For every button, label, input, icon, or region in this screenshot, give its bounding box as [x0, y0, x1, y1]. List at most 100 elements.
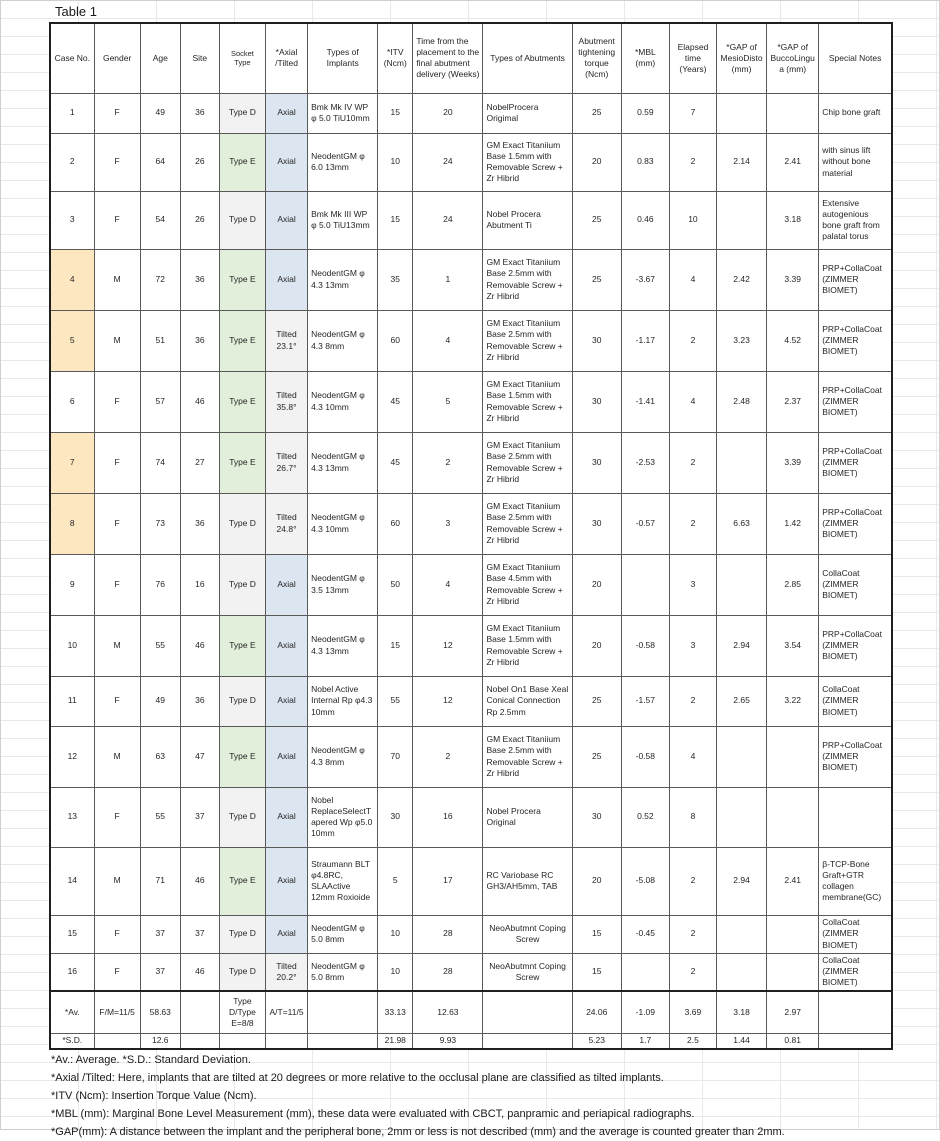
col-header-gap-mesiodisto: *GAP of MesioDisto (mm): [715, 22, 768, 94]
cell-socket: Type D: [218, 190, 266, 250]
cell-age: 49: [139, 92, 181, 134]
summary-cell-age: 12.6: [139, 1032, 181, 1050]
cell-mbl: [620, 952, 670, 992]
cell-elapsed: 4: [668, 248, 718, 311]
cell-gap_md: 3.23: [715, 309, 768, 372]
cell-gender: M: [93, 614, 141, 677]
cell-mbl: -5.08: [620, 846, 670, 916]
table-row: 15 F 37 37 Type D Axial NeodentGM φ 5.0 8mm 10 2…: [49, 914, 893, 954]
col-header-gap-buccolingua: *GAP of BuccoLingua (mm): [766, 22, 820, 94]
cell-case: 3: [49, 190, 95, 250]
cell-elapsed: 2: [668, 952, 718, 992]
cell-torque: 25: [571, 675, 622, 727]
cell-age: 55: [139, 786, 181, 848]
cell-weeks: 2: [412, 431, 484, 494]
cell-gender: M: [93, 309, 141, 372]
table-body: 1 F 49 36 Type D Axial Bmk Mk IV WP φ 5.0 TiU1…: [49, 92, 893, 1050]
cell-notes: PRP+CollaCoat (ZIMMER BIOMET): [818, 370, 893, 433]
cell-gender: F: [93, 675, 141, 727]
cell-weeks: 5: [412, 370, 484, 433]
summary-cell-abutment: [482, 1032, 573, 1050]
cell-abutment: GM Exact Titaniium Base 1.5mm with Remov…: [482, 370, 573, 433]
summary-cell-gap_bl: 2.97: [766, 990, 820, 1034]
cell-abutment: NobelProcera Origimal: [482, 92, 573, 134]
summary-cell-angle: [264, 1032, 309, 1050]
cell-mbl: 0.46: [620, 190, 670, 250]
cell-angle: Axial: [264, 675, 309, 727]
cell-weeks: 28: [412, 952, 484, 992]
cell-torque: 30: [571, 786, 622, 848]
cell-site: 37: [179, 914, 220, 954]
cell-elapsed: 2: [668, 675, 718, 727]
cell-notes: with sinus lift without bone material: [818, 132, 893, 192]
cell-angle: Tilted 20.2°: [264, 952, 309, 992]
summary-cell-weeks: 12.63: [412, 990, 484, 1034]
cell-site: 37: [179, 786, 220, 848]
cell-angle: Axial: [264, 553, 309, 616]
cell-torque: 30: [571, 492, 622, 555]
cell-gender: M: [93, 725, 141, 788]
col-header-age: Age: [139, 22, 181, 94]
cell-implant: NeodentGM φ 5.0 8mm: [307, 914, 379, 954]
summary-cell-torque: 5.23: [571, 1032, 622, 1050]
cell-torque: 30: [571, 431, 622, 494]
cell-socket: Type E: [218, 846, 266, 916]
cell-abutment: GM Exact Titaniium Base 1.5mm with Remov…: [482, 132, 573, 192]
cell-age: 51: [139, 309, 181, 372]
summary-cell-elapsed: 3.69: [668, 990, 718, 1034]
cell-weeks: 2: [412, 725, 484, 788]
cell-torque: 15: [571, 952, 622, 992]
footnote-axial-tilted: *Axial /Tilted: Here, implants that are …: [51, 1072, 664, 1084]
cell-implant: NeodentGM φ 6.0 13mm: [307, 132, 379, 192]
cell-angle: Axial: [264, 92, 309, 134]
cell-weeks: 17: [412, 846, 484, 916]
cell-abutment: NeoAbutmnt Coping Screw: [482, 914, 573, 954]
cell-angle: Axial: [264, 614, 309, 677]
cell-weeks: 12: [412, 675, 484, 727]
cell-case: 14: [49, 846, 95, 916]
cell-itv: 70: [377, 725, 414, 788]
cell-mbl: 0.59: [620, 92, 670, 134]
cell-angle: Axial: [264, 190, 309, 250]
footnote-mbl: *MBL (mm): Marginal Bone Level Measureme…: [51, 1108, 695, 1120]
cell-torque: 20: [571, 614, 622, 677]
cell-gap_bl: [766, 725, 820, 788]
cell-case: 11: [49, 675, 95, 727]
cell-age: 55: [139, 614, 181, 677]
summary-cell-gap_md: 1.44: [715, 1032, 768, 1050]
cell-weeks: 24: [412, 132, 484, 192]
cell-elapsed: 2: [668, 492, 718, 555]
summary-cell-gender: F/M=11/5: [93, 990, 141, 1034]
cell-weeks: 24: [412, 190, 484, 250]
cell-gender: F: [93, 952, 141, 992]
cell-elapsed: 2: [668, 914, 718, 954]
cell-elapsed: 8: [668, 786, 718, 848]
cell-notes: PRP+CollaCoat (ZIMMER BIOMET): [818, 614, 893, 677]
cell-age: 37: [139, 914, 181, 954]
cell-mbl: -1.41: [620, 370, 670, 433]
table-row: 13 F 55 37 Type D Axial Nobel ReplaceSelectTap…: [49, 786, 893, 848]
cell-gender: F: [93, 914, 141, 954]
cell-mbl: -0.45: [620, 914, 670, 954]
col-header-socket-type: Socket Type: [218, 22, 266, 94]
cell-weeks: 4: [412, 309, 484, 372]
summary-cell-implant: [307, 1032, 379, 1050]
cell-gap_md: [715, 725, 768, 788]
cell-gap_md: [715, 952, 768, 992]
cell-angle: Axial: [264, 846, 309, 916]
cell-abutment: Nobel Procera Abutment Ti: [482, 190, 573, 250]
cell-socket: Type E: [218, 614, 266, 677]
table-row: 1 F 49 36 Type D Axial Bmk Mk IV WP φ 5.0 TiU1…: [49, 92, 893, 134]
summary-cell-elapsed: 2.5: [668, 1032, 718, 1050]
cell-gap_md: [715, 92, 768, 134]
table-title: Table 1: [55, 4, 97, 19]
col-header-gender: Gender: [93, 22, 141, 94]
cell-case: 10: [49, 614, 95, 677]
cell-implant: NeodentGM φ 4.3 13mm: [307, 248, 379, 311]
cell-notes: Extensive autogenious bone graft from pa…: [818, 190, 893, 250]
cell-abutment: GM Exact Titaniium Base 4.5mm with Remov…: [482, 553, 573, 616]
cell-socket: Type D: [218, 914, 266, 954]
cell-elapsed: 3: [668, 614, 718, 677]
col-header-axial-tilted: *Axial /Tilted: [264, 22, 309, 94]
cell-abutment: GM Exact Titaniium Base 2.5mm with Remov…: [482, 725, 573, 788]
